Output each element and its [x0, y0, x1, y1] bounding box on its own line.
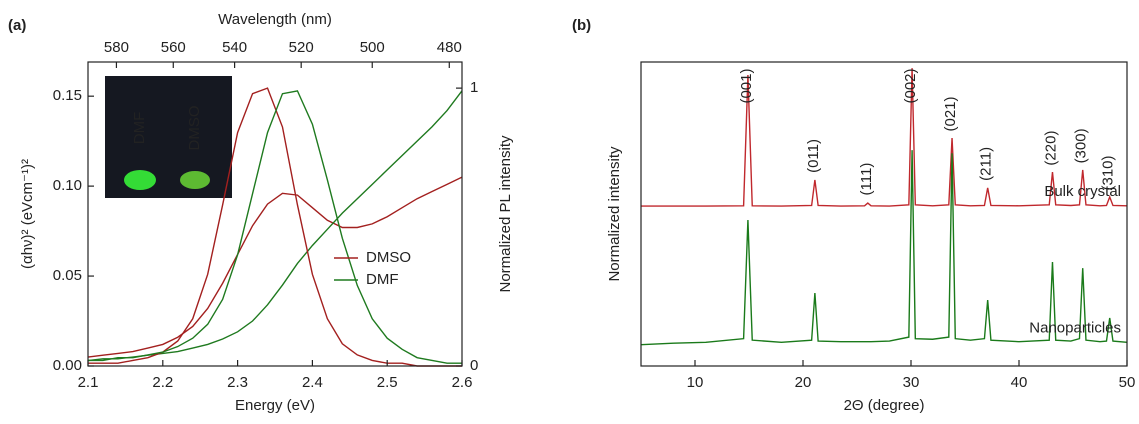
- peak-label: (002): [902, 68, 919, 103]
- inset-photo: DMF DMSO: [105, 76, 232, 198]
- x-tick-label: 40: [1011, 374, 1028, 391]
- plot-frame: [640, 61, 1128, 367]
- series-label: Nanoparticles: [1029, 319, 1121, 336]
- x-tick-label: 2.3: [227, 374, 248, 391]
- data-line: [87, 176, 463, 358]
- y2-tick-label: 1: [470, 79, 478, 96]
- legend-label: DMSO: [366, 249, 411, 266]
- peak-label: (220): [1042, 131, 1059, 166]
- y-tick-label: 0.15: [53, 87, 82, 104]
- x-tick-label: 50: [1119, 374, 1136, 391]
- peak-label: (111): [858, 163, 875, 196]
- inset-label: DMSO: [186, 106, 203, 151]
- x-tick-label: 10: [687, 374, 704, 391]
- panel-label: (a): [8, 17, 26, 34]
- vial-glow: [124, 170, 156, 190]
- x2-tick-label: 560: [161, 39, 186, 56]
- x-tick-label: 2.6: [452, 374, 473, 391]
- x-tick-label: 2.4: [302, 374, 323, 391]
- series-label: Bulk crystal: [1044, 183, 1121, 200]
- y-tick-label: 0.00: [53, 357, 82, 374]
- data-line: [640, 150, 1128, 346]
- y2-axis-title: Normalized PL intensity: [497, 135, 514, 293]
- x-tick-label: 20: [795, 374, 812, 391]
- vial-glow: [180, 171, 210, 189]
- peak-label: (300): [1073, 128, 1090, 163]
- x2-tick-label: 500: [360, 39, 385, 56]
- data-line: [641, 68, 1128, 207]
- data-line: [88, 90, 462, 364]
- data-line: [88, 87, 462, 367]
- legend-label: DMF: [366, 271, 399, 288]
- x2-tick-label: 520: [289, 39, 314, 56]
- y2-tick-label: 0: [470, 357, 478, 374]
- peak-label: (211): [978, 147, 995, 181]
- x2-tick-label: 580: [104, 39, 129, 56]
- x2-axis-title: Wavelength (nm): [218, 11, 332, 28]
- peak-label: (011): [805, 139, 822, 173]
- peak-label: (310): [1100, 155, 1117, 190]
- y-axis-title: Normalized intensity: [606, 146, 623, 282]
- x2-tick-label: 480: [437, 39, 462, 56]
- x-tick-label: 2.5: [377, 374, 398, 391]
- panel-label: (b): [572, 17, 591, 34]
- x-tick-label: 2.1: [78, 374, 99, 391]
- y-tick-label: 0.05: [53, 267, 82, 284]
- y-tick-label: 0.10: [53, 177, 82, 194]
- inset-label: DMF: [131, 112, 148, 145]
- y-axis-title: (αhν)² (eVcm⁻¹)²: [19, 159, 36, 269]
- x2-tick-label: 540: [222, 39, 247, 56]
- x-tick-label: 2.2: [152, 374, 173, 391]
- x-axis-title: 2Θ (degree): [844, 397, 925, 414]
- x-tick-label: 30: [903, 374, 920, 391]
- peak-label: (001): [738, 68, 755, 103]
- x-axis-title: Energy (eV): [235, 397, 315, 414]
- peak-label: (021): [942, 96, 959, 131]
- plot-frame: [87, 61, 463, 367]
